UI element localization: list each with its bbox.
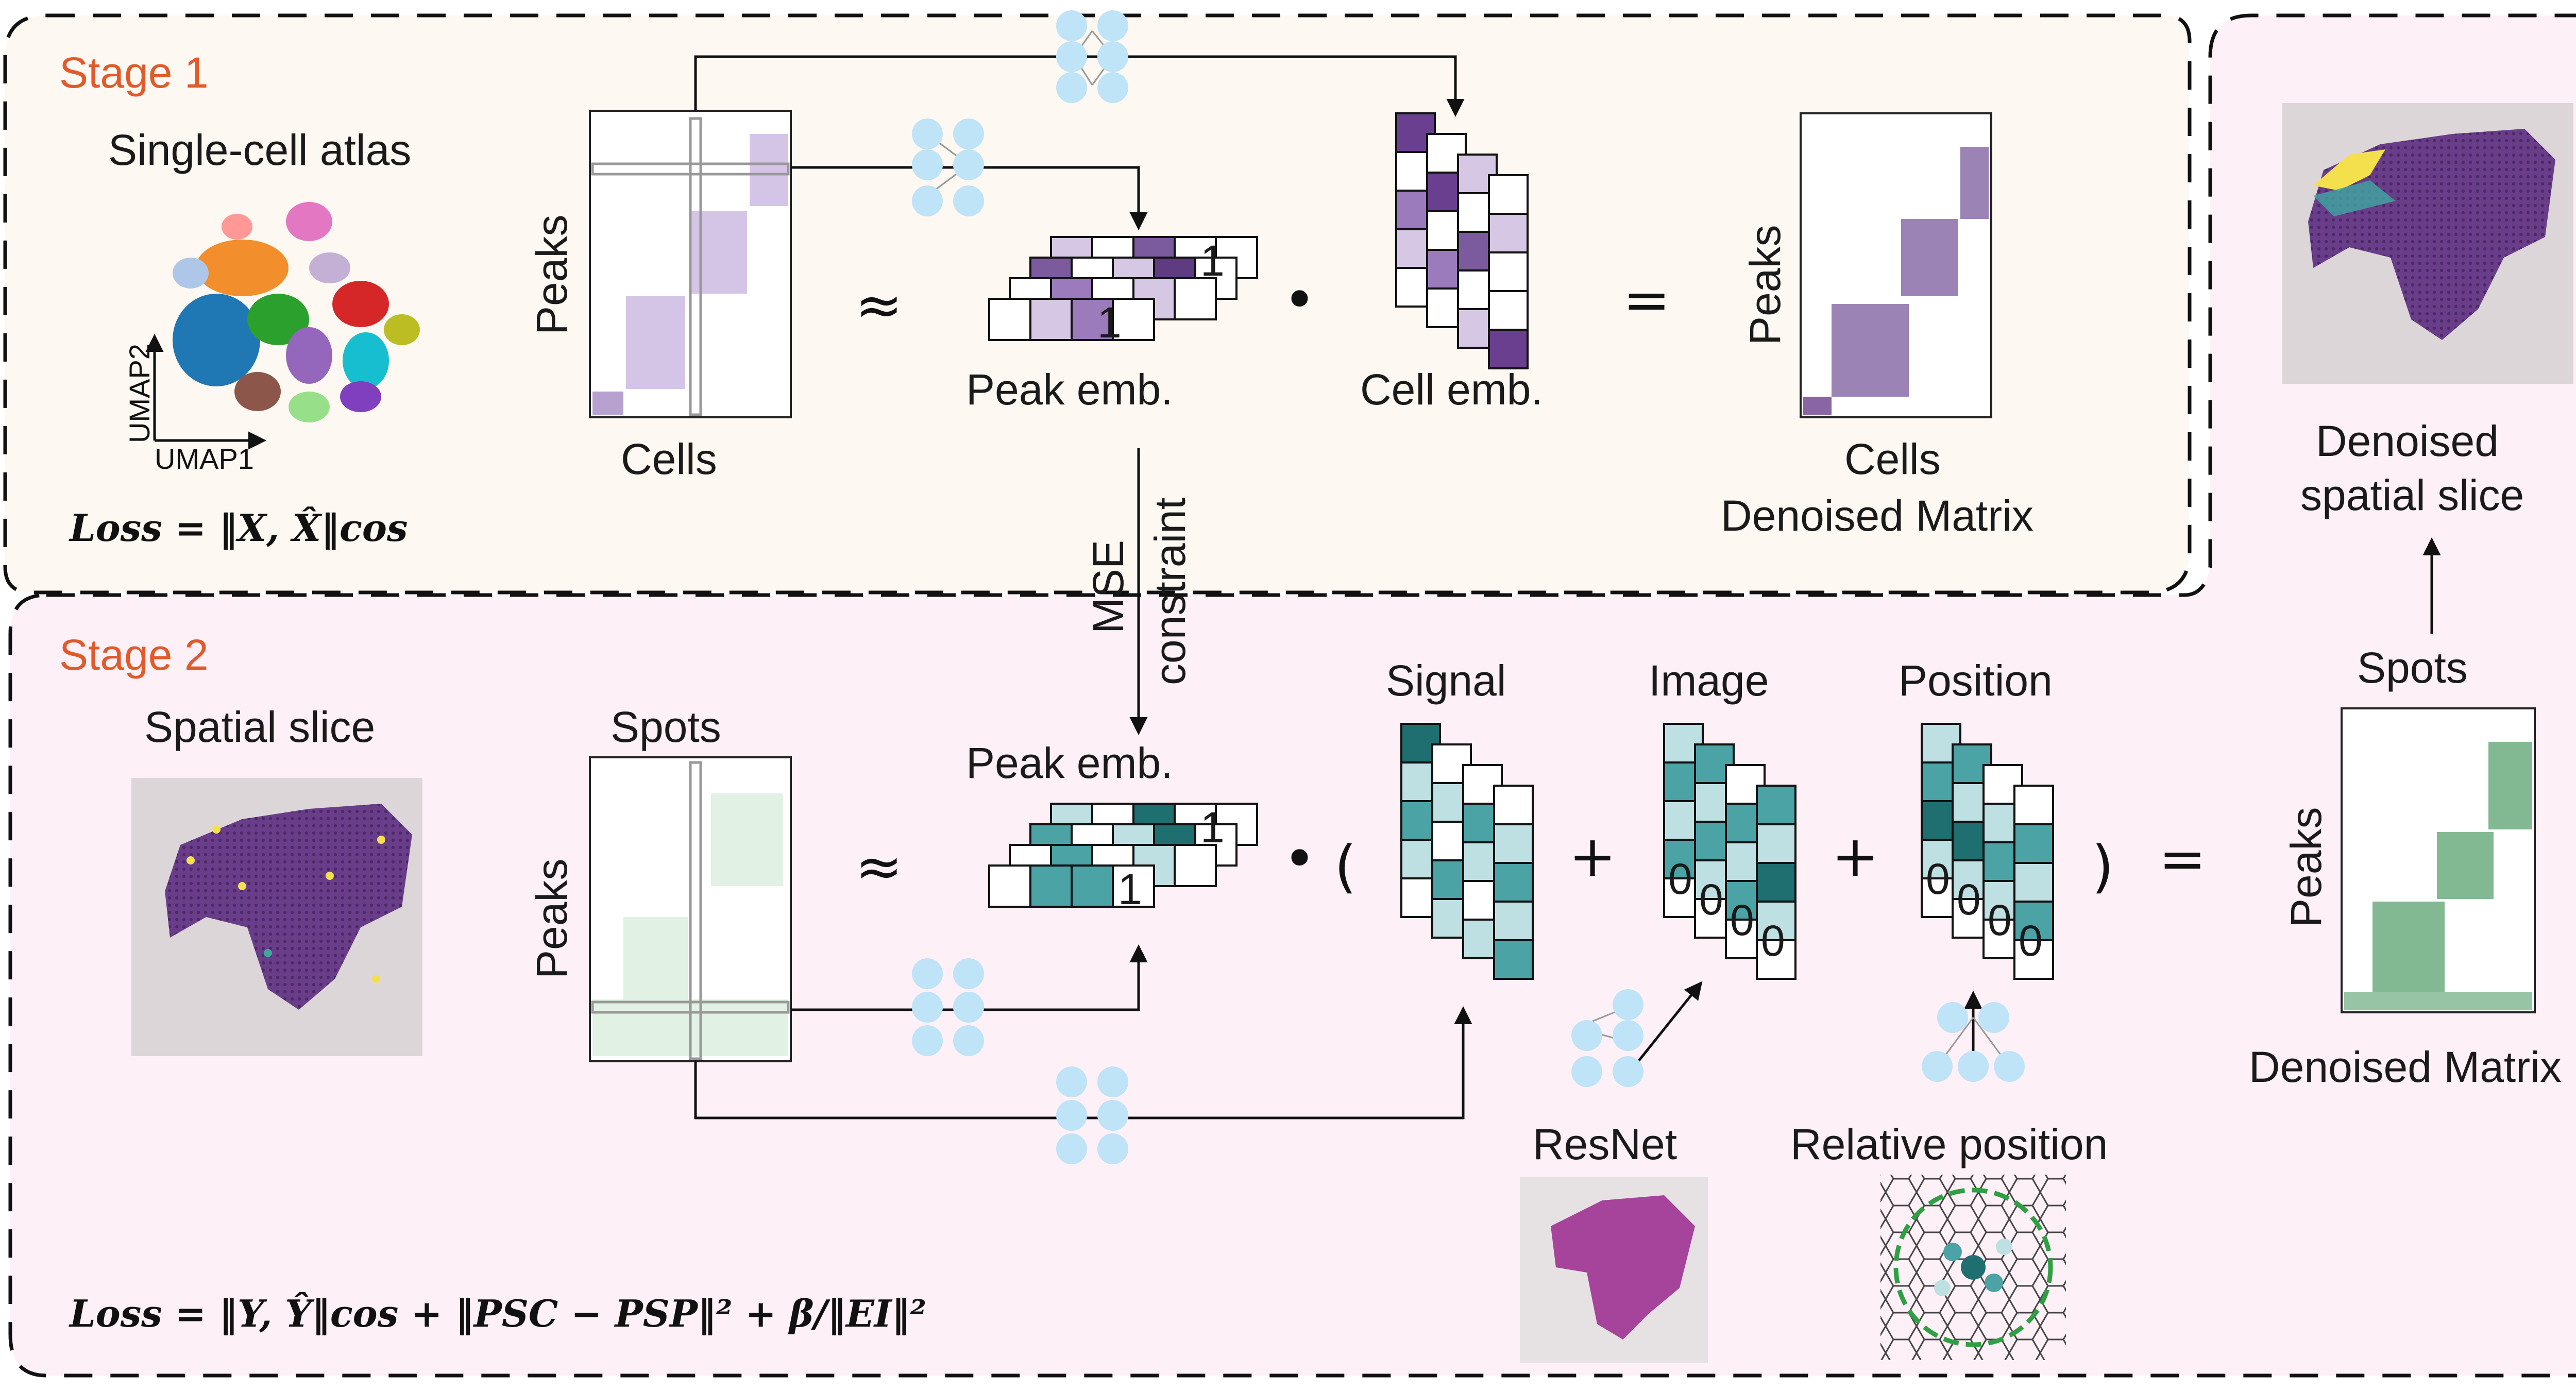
stage1-equals: = — [1623, 267, 1670, 333]
stage1-denoised-cells-label: Cells — [1844, 435, 1941, 483]
stage1-peak-embedding: 1 1 Peak emb. — [966, 236, 1258, 414]
stage1-one-b: 1 — [1097, 298, 1122, 347]
umap-x-label: UMAP1 — [155, 443, 254, 475]
right-spots-label: Spots — [2357, 643, 2468, 692]
umap-y-label: UMAP2 — [123, 344, 156, 443]
atlas-label: Single-cell atlas — [108, 126, 411, 174]
denoised-slice-line1: Denoised — [2316, 417, 2499, 465]
stage1-denoised-label: Denoised Matrix — [1721, 491, 2033, 540]
position-nn — [1922, 1002, 2025, 1082]
stage2-denoised-label: Denoised Matrix — [2249, 1043, 2562, 1091]
position-label: Position — [1899, 656, 2053, 705]
relative-position-grid — [1880, 1175, 2066, 1360]
stage2-dot: • — [1283, 826, 1316, 892]
stage2-nn-a — [912, 958, 984, 1056]
mse-constraint: MSE constraint — [1084, 448, 1194, 735]
image-zero-b: 0 — [1699, 875, 1723, 924]
stage2-spots-label: Spots — [611, 703, 721, 751]
stage1-input-matrix: Peaks Cells — [528, 110, 792, 483]
stage1-title: Stage 1 — [59, 48, 209, 97]
position-zero-b: 0 — [1957, 875, 1981, 924]
stage1-peak-emb-label: Peak emb. — [966, 365, 1173, 414]
stage2-peak-emb-label: Peak emb. — [966, 739, 1173, 787]
stage2-equals: = — [2159, 826, 2206, 892]
position-zero-c: 0 — [1988, 896, 2012, 944]
stage2-input-matrix: Spots Peaks — [528, 703, 792, 1062]
image-zero-c: 0 — [1730, 896, 1754, 944]
stage2-one-a: 1 — [1200, 803, 1225, 852]
stage1-cell-embedding: Cell emb. — [1360, 112, 1543, 414]
stage2-plus-a: + — [1569, 823, 1616, 889]
stage1-denoised-peaks-label: Peaks — [1741, 225, 1789, 345]
stage1-loss: Loss = ‖X, X̂‖cos — [69, 506, 408, 550]
stage2-plus-b: + — [1832, 823, 1879, 889]
stage1-cell-emb-label: Cell emb. — [1360, 365, 1543, 414]
position-zero-a: 0 — [1926, 855, 1950, 903]
image-label: Image — [1649, 656, 1769, 705]
stage2-denoised-peaks-label: Peaks — [2282, 807, 2330, 927]
denoised-spatial-slice: Denoised spatial slice — [2282, 103, 2573, 519]
stage1-nn-top — [1056, 10, 1128, 103]
stage2-loss: Loss = ‖Y, Ŷ‖cos + ‖PSC − PSP‖² + β/‖EI‖… — [69, 1292, 926, 1335]
stage2-title: Stage 2 — [59, 631, 209, 679]
spatial-slice-label: Spatial slice — [144, 703, 375, 751]
relpos-label: Relative position — [1790, 1120, 2108, 1168]
image-embedding: Image 0 0 — [1649, 656, 1797, 980]
position-zero-d: 0 — [2019, 917, 2043, 965]
signal-label: Signal — [1386, 656, 1506, 705]
resnet-label: ResNet — [1533, 1120, 1677, 1168]
stage1-dot: • — [1283, 267, 1316, 333]
stage1-cells-label: Cells — [621, 435, 717, 483]
mse-line2: constraint — [1146, 498, 1194, 685]
resnet-input-image — [1520, 1177, 1708, 1363]
mse-line1: MSE — [1084, 540, 1132, 634]
position-embedding: Position 0 0 — [1899, 656, 2054, 980]
stage1-peaks-label: Peaks — [528, 215, 576, 335]
stage2-open-paren: ( — [1334, 834, 1357, 900]
spatial-slice-image — [131, 778, 422, 1056]
image-zero-a: 0 — [1668, 855, 1692, 903]
stage2-one-b: 1 — [1118, 865, 1142, 913]
stage1-approx: ≈ — [855, 272, 903, 338]
stage2-denoised-matrix: Peaks Denoised Matrix — [2249, 707, 2562, 1091]
stage1-nn-mid — [912, 118, 984, 216]
stage2-close-paren: ) — [2092, 834, 2114, 900]
stage2-approx: ≈ — [855, 834, 903, 900]
resnet-nn — [1571, 989, 1643, 1087]
image-zero-d: 0 — [1761, 917, 1785, 965]
stage1-one-a: 1 — [1200, 236, 1225, 285]
umap-axes: UMAP1 UMAP2 — [123, 334, 266, 475]
umap-plot — [173, 202, 420, 422]
stage2-nn-b — [1056, 1066, 1128, 1164]
stage1-denoised-matrix: Peaks Cells Denoised Matrix — [1721, 112, 2033, 540]
stage2-peak-embedding: Peak emb. 1 1 — [966, 739, 1258, 913]
denoised-slice-line2: spatial slice — [2300, 471, 2524, 519]
signal-embedding: Signal — [1386, 656, 1534, 980]
stage2-peaks-label: Peaks — [528, 859, 576, 979]
